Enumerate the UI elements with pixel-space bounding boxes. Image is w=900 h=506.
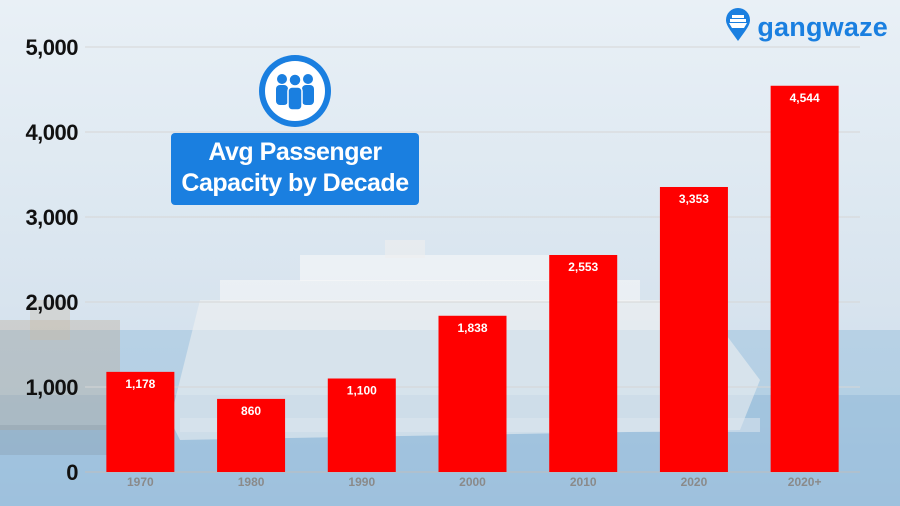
y-tick-label: 5,000 [25, 35, 78, 60]
data-label: 2,553 [568, 260, 598, 274]
bars: 1,178 860 1,100 1,838 2,553 3,353 4,544 [106, 85, 839, 472]
chart-title-line-2: Capacity by Decade [181, 169, 409, 197]
x-tick-label: 2010 [570, 475, 597, 489]
y-tick-label: 3,000 [25, 205, 78, 230]
data-label: 860 [241, 404, 261, 418]
x-tick-label: 1980 [238, 475, 265, 489]
bar-2000 [438, 315, 507, 472]
bar-1990 [327, 378, 396, 472]
x-tick-label: 2020 [681, 475, 708, 489]
data-label: 1,178 [125, 377, 155, 391]
x-axis: 1970 1980 1990 2000 2010 2020 2020+ [127, 475, 821, 489]
x-tick-label: 2020+ [788, 475, 822, 489]
x-tick-label: 1990 [348, 475, 375, 489]
bar-2010 [549, 254, 618, 472]
data-label: 4,544 [790, 91, 820, 105]
x-tick-label: 1970 [127, 475, 154, 489]
data-label: 1,100 [347, 384, 377, 398]
bar-1980 [217, 398, 286, 472]
chart-title-block: Avg Passenger Capacity by Decade [171, 55, 419, 205]
bar-1970 [106, 371, 175, 472]
y-axis: 0 1,000 2,000 3,000 4,000 5,000 [25, 35, 78, 485]
y-tick-label: 0 [66, 460, 78, 485]
y-tick-label: 4,000 [25, 120, 78, 145]
data-label: 3,353 [679, 192, 709, 206]
brand-name: gangwaze [757, 12, 888, 42]
y-tick-label: 1,000 [25, 375, 78, 400]
y-tick-label: 2,000 [25, 290, 78, 315]
brand-logo: gangwaze [725, 8, 888, 47]
x-tick-label: 2000 [459, 475, 486, 489]
chart-title: Avg Passenger Capacity by Decade [171, 133, 419, 205]
bar-2020+ [770, 85, 839, 472]
ship-pin-icon [725, 8, 751, 47]
bar-2020 [659, 186, 728, 472]
people-group-icon [259, 55, 331, 127]
chart-title-line-1: Avg Passenger [208, 138, 382, 166]
data-label: 1,838 [457, 321, 487, 335]
